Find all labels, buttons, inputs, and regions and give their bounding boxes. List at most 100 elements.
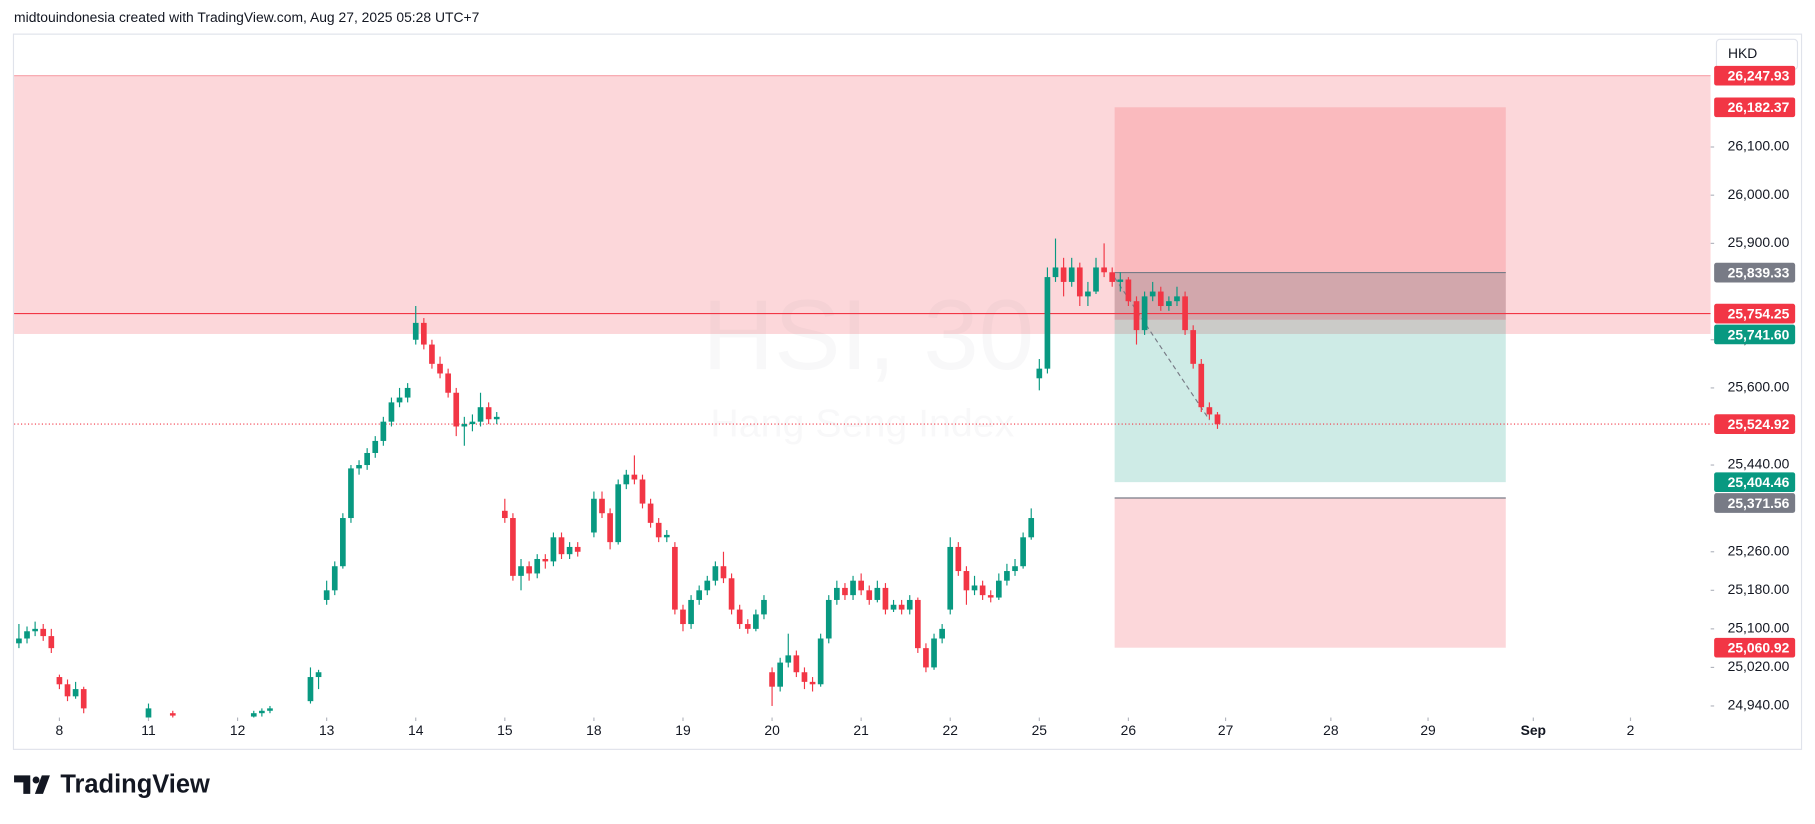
x-tick-label: 20 (764, 722, 780, 738)
candle-body (518, 566, 524, 576)
candle-body (1004, 571, 1010, 581)
candle-body (753, 614, 759, 629)
x-tick-label: 29 (1420, 722, 1436, 738)
price-badge-label: 26,247.93 (1728, 68, 1790, 84)
candle-body (655, 522, 662, 538)
candle-body (672, 546, 678, 610)
candle-body (340, 518, 346, 567)
y-tick-label: 26,000.00 (1728, 186, 1790, 202)
currency-label: HKD (1728, 45, 1757, 61)
candle-body (712, 566, 719, 581)
candle-body (1214, 414, 1221, 425)
candle-body (1206, 407, 1213, 415)
candle-body (615, 484, 622, 543)
candle-body (169, 713, 176, 716)
candle-body (1190, 330, 1197, 364)
x-tick-label: 27 (1218, 722, 1234, 738)
candle-body (1101, 267, 1107, 273)
candle-body (971, 585, 978, 591)
candle-body (32, 628, 38, 632)
candle-body (955, 546, 962, 572)
candle-body (550, 537, 557, 562)
candle-body (761, 599, 767, 615)
candle-body (372, 440, 379, 453)
candle-body (987, 595, 994, 598)
brand-name: TradingView (60, 771, 210, 799)
x-tick-label: 15 (497, 722, 513, 738)
candle-body (623, 474, 630, 485)
x-tick-label: 21 (853, 722, 869, 738)
x-tick-label: 11 (141, 722, 156, 738)
price-badge-label: 25,524.92 (1728, 416, 1790, 432)
candle-body (696, 590, 703, 600)
candle-body (64, 684, 71, 697)
candle-body (680, 609, 686, 625)
candle-body (736, 609, 743, 625)
candle-body (1012, 566, 1018, 572)
candle-body (348, 468, 354, 519)
candle-body (631, 474, 638, 480)
candle-body (356, 465, 362, 469)
candle-body (777, 662, 784, 687)
candle-body (40, 628, 47, 637)
x-tick-label: 22 (943, 722, 959, 738)
zone (1114, 272, 1506, 320)
x-tick-label: 13 (319, 722, 335, 738)
candle-body (874, 587, 881, 600)
price-badge (1714, 303, 1796, 324)
candle-body (510, 518, 516, 576)
candle-body (1198, 363, 1205, 408)
x-tick-label: 25 (1032, 722, 1048, 738)
candle-body (542, 558, 549, 562)
candle-body (1076, 267, 1083, 297)
candle-body (979, 585, 986, 596)
candle-body (437, 363, 443, 374)
watermark-name: Hang Seng Index (710, 401, 1014, 445)
candle-body (307, 677, 314, 702)
candle-body (793, 655, 800, 673)
x-tick-label: 26 (1121, 722, 1137, 738)
candle-body (744, 624, 751, 629)
candle-body (1174, 296, 1180, 302)
price-badge (1714, 262, 1796, 283)
candle-body (906, 599, 913, 610)
candle-body (453, 392, 460, 427)
candle-body (1141, 296, 1148, 331)
candle-body (259, 710, 265, 714)
x-tick-label: 8 (56, 722, 64, 738)
candle-body (1109, 272, 1116, 282)
candle-body (809, 681, 816, 685)
candle-body (404, 387, 411, 398)
candle-body (785, 655, 792, 663)
zone (1114, 107, 1506, 320)
y-tick-label: 25,900.00 (1728, 234, 1790, 250)
candle-body (599, 498, 605, 514)
header-text: midtouindonesia created with TradingView… (14, 9, 480, 25)
candle-body (1060, 267, 1067, 282)
zone (1114, 319, 1506, 483)
candle-body (72, 689, 79, 697)
candle-body (842, 587, 848, 596)
candle-body (890, 604, 897, 610)
candle-body (412, 322, 419, 340)
candle-body (1182, 296, 1188, 331)
price-badge (1714, 65, 1796, 86)
candle-body (1125, 279, 1132, 302)
candle-body (315, 672, 322, 678)
y-tick-label: 24,940.00 (1728, 697, 1790, 713)
candle-body (688, 599, 694, 625)
candle-body (566, 546, 573, 555)
candle-body (1093, 267, 1099, 292)
candle-body (866, 590, 873, 600)
chart-frame (12, 33, 1803, 750)
candle-body (898, 604, 905, 610)
candle-body (1133, 301, 1140, 331)
price-badge-label: 25,741.60 (1728, 326, 1790, 342)
candle-body (1020, 537, 1026, 567)
candle-body (1157, 291, 1164, 307)
position-connector (1114, 277, 1211, 421)
price-badge (1714, 324, 1796, 345)
candle-body (534, 558, 541, 574)
price-badge-label: 25,839.33 (1728, 264, 1790, 280)
